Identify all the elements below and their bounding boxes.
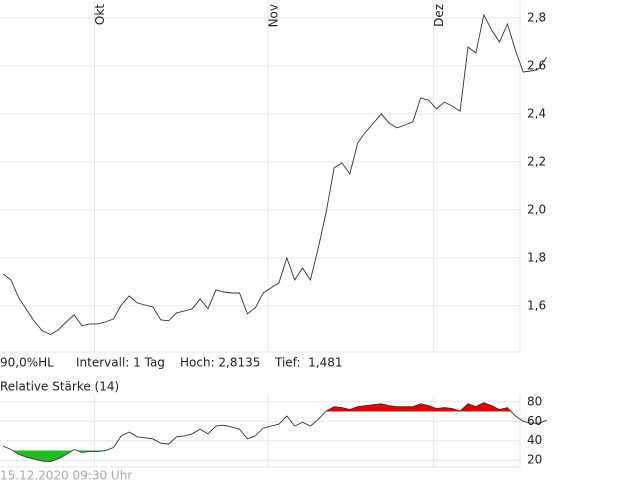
month-label: Dez xyxy=(432,4,446,27)
y-tick-label: 80 xyxy=(527,394,542,408)
y-tick-label: 2,0 xyxy=(527,202,546,216)
info-range: 90,0%HL xyxy=(0,356,54,370)
overbought-area xyxy=(325,402,512,412)
y-tick-label: 2,6 xyxy=(527,58,546,72)
price-line xyxy=(2,13,548,336)
info-low: Tief: 1,481 xyxy=(274,356,343,370)
y-tick-label: 40 xyxy=(527,433,542,447)
y-tick-label: 1,8 xyxy=(527,250,546,264)
month-label: Okt xyxy=(93,4,107,25)
y-tick-label: 2,8 xyxy=(527,10,546,24)
y-tick-label: 60 xyxy=(527,414,542,428)
info-interval: Intervall: 1 Tag xyxy=(76,356,165,370)
y-tick-label: 2,4 xyxy=(527,106,546,120)
info-high: Hoch: 2,8135 xyxy=(180,356,260,370)
timestamp: 15.12.2020 09:30 Uhr xyxy=(0,469,132,483)
price-line xyxy=(3,402,547,463)
y-tick-label: 1,6 xyxy=(527,298,546,312)
rsi-title: Relative Stärke (14) xyxy=(0,380,119,394)
month-label: Nov xyxy=(266,4,280,27)
marks-layer xyxy=(2,13,548,463)
y-tick-label: 20 xyxy=(527,453,542,467)
grid-layer xyxy=(0,0,521,468)
oversold-area xyxy=(12,450,106,462)
y-tick-label: 2,2 xyxy=(527,154,546,168)
